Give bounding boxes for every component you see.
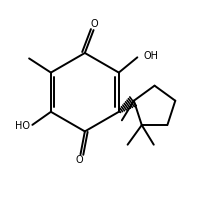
- Text: OH: OH: [144, 51, 159, 61]
- Text: HO: HO: [15, 121, 30, 131]
- Text: O: O: [76, 155, 83, 165]
- Text: O: O: [91, 19, 99, 29]
